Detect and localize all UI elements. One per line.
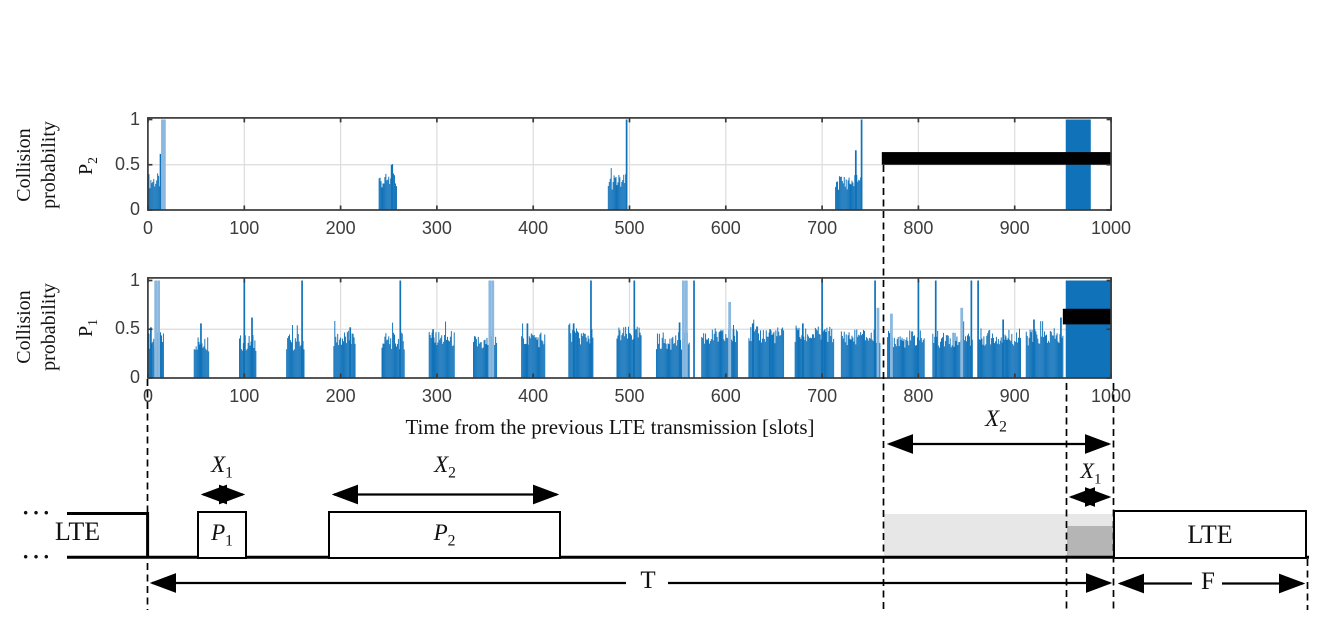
x-tick-label: 0 bbox=[142, 218, 153, 238]
x-tick-label: 200 bbox=[325, 218, 356, 238]
x-tick-label: 400 bbox=[518, 218, 549, 238]
x1-right-label: X1 bbox=[1080, 458, 1102, 488]
p2-box-label: P2 bbox=[433, 519, 456, 550]
x-tick-label: 300 bbox=[421, 386, 452, 406]
overlay-bar-collision-probability-p2 bbox=[881, 152, 1111, 165]
x-tick-label: 600 bbox=[710, 386, 741, 406]
lte-left-pulse-edge bbox=[67, 512, 150, 556]
t-duration-label: T bbox=[640, 567, 656, 594]
chart-collision-p2 bbox=[147, 117, 1112, 211]
y-tick-label: 0.5 bbox=[114, 318, 140, 339]
x-tick-label: 100 bbox=[229, 386, 260, 406]
x-tick-label: 900 bbox=[999, 386, 1030, 406]
y-tick-label: 1 bbox=[129, 108, 140, 129]
x-tick-label: 700 bbox=[807, 218, 838, 238]
x-tick-label: 200 bbox=[325, 386, 356, 406]
lte-right-box: LTE bbox=[1113, 510, 1307, 559]
x-tick-label: 1000 bbox=[1090, 218, 1132, 238]
axes-collision-probability-p1 bbox=[147, 277, 1112, 379]
chart-collision-p1 bbox=[147, 277, 1112, 379]
continuation-dots-bottom: ··· bbox=[22, 544, 54, 569]
y-tick-label: 0.5 bbox=[114, 153, 140, 174]
x-tick-label: 700 bbox=[807, 386, 838, 406]
f-duration-label: F bbox=[1201, 568, 1215, 595]
x-tick-label: 100 bbox=[229, 218, 260, 238]
x-axis-label: Time from the previous LTE transmission … bbox=[405, 415, 815, 439]
bars-collision-probability-p1 bbox=[148, 280, 1111, 378]
x1-left-label: X1 bbox=[211, 452, 233, 482]
x-tick-label: 800 bbox=[903, 386, 934, 406]
x-tick-label: 500 bbox=[614, 218, 645, 238]
x-tick-label: 1000 bbox=[1090, 386, 1132, 406]
x2-left-label: X2 bbox=[434, 452, 456, 482]
bars-collision-probability-p2 bbox=[148, 119, 1091, 210]
x-tick-label: 500 bbox=[614, 386, 645, 406]
x-tick-label: 600 bbox=[710, 218, 741, 238]
overlay-bar-collision-probability-p1 bbox=[1062, 308, 1111, 325]
p1-box-label: P1 bbox=[211, 519, 233, 550]
y-tick-label: 1 bbox=[129, 269, 140, 290]
x-tick-label: 900 bbox=[999, 218, 1030, 238]
p1-transmission-box: P1 bbox=[197, 511, 247, 559]
y-tick-label: 0 bbox=[129, 199, 140, 219]
lte-left-label: LTE bbox=[54, 517, 101, 546]
x-tick-label: 300 bbox=[421, 218, 452, 238]
x2-right-label: X2 bbox=[985, 406, 1007, 436]
axes-collision-probability-p2 bbox=[147, 117, 1112, 211]
lte-right-label: LTE bbox=[1187, 519, 1233, 549]
shaded-region-x1 bbox=[1067, 526, 1113, 557]
y-tick-label: 0 bbox=[129, 367, 140, 387]
x-tick-label: 800 bbox=[903, 218, 934, 238]
x-tick-label: 400 bbox=[518, 386, 549, 406]
p2-transmission-box: P2 bbox=[328, 511, 561, 559]
continuation-dots-top: ··· bbox=[22, 500, 54, 525]
